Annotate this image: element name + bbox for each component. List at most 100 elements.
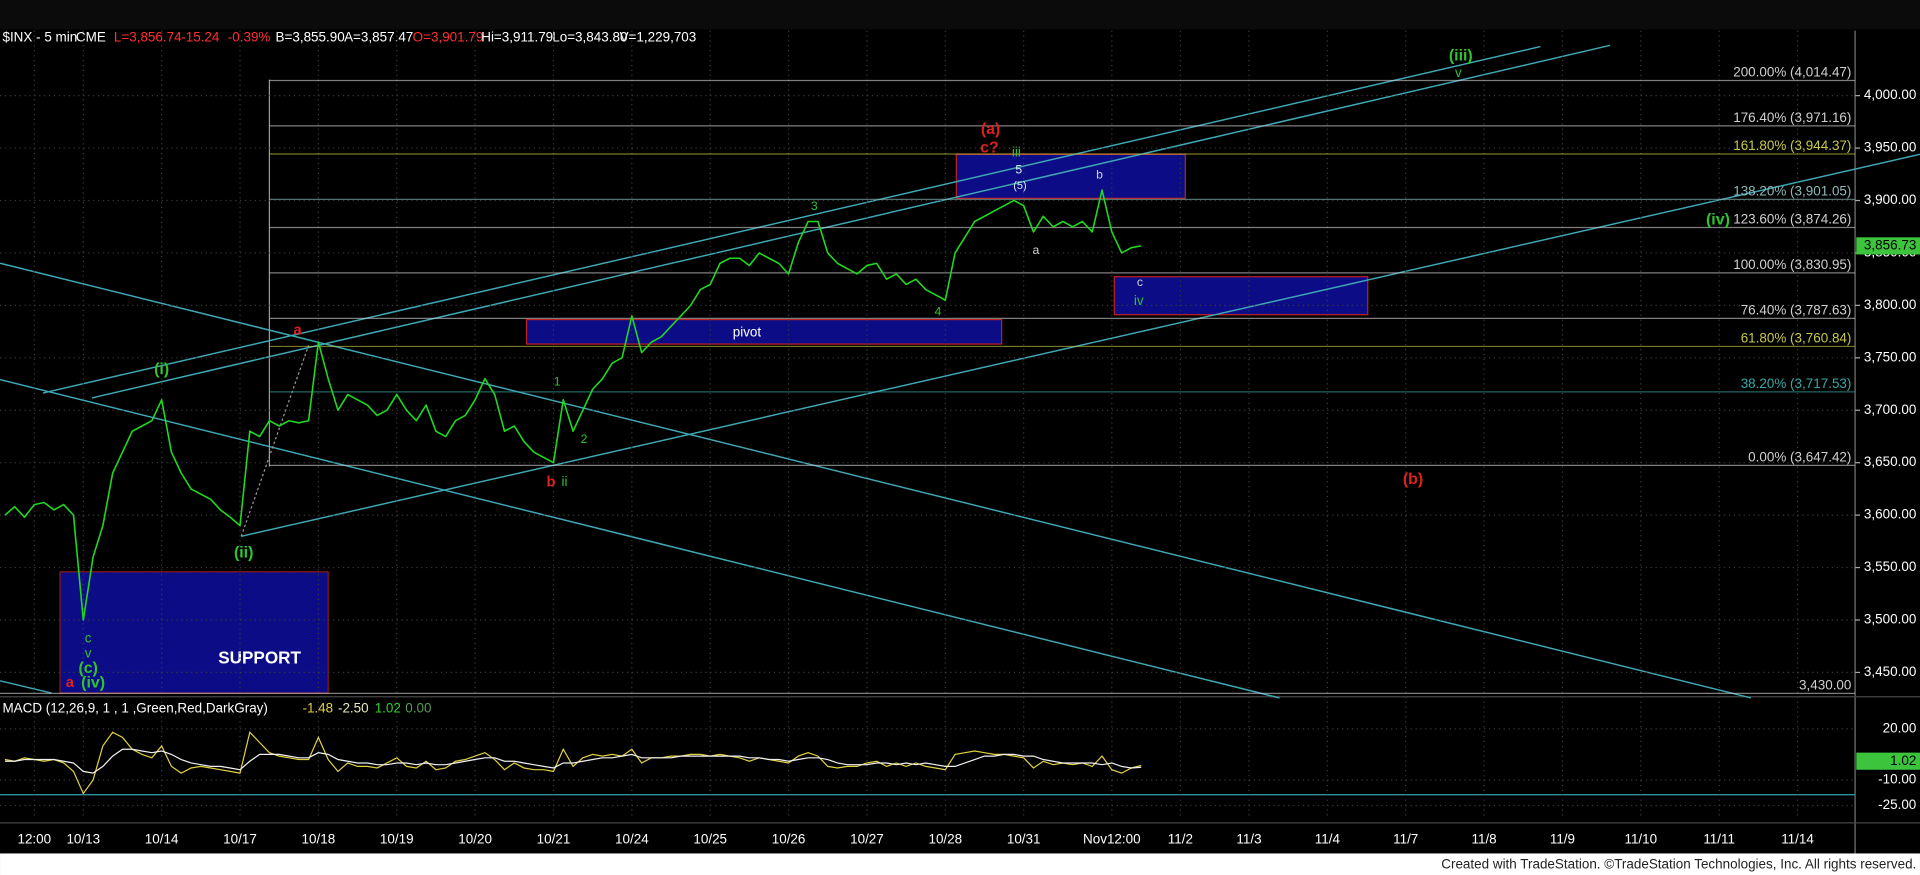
wave-label: b xyxy=(547,474,556,490)
y-tick-label: 3,500.00 xyxy=(1864,612,1916,627)
level-label: 3,430.00 xyxy=(1799,678,1851,693)
level-label: 38.20% (3,717.53) xyxy=(1741,376,1852,391)
wave-label: 4 xyxy=(935,304,942,318)
wave-label: v xyxy=(85,645,92,660)
y-tick-label: 3,650.00 xyxy=(1864,454,1916,469)
wave-label: 3 xyxy=(811,199,818,213)
x-tick-label: 10/28 xyxy=(928,832,962,847)
x-tick-label: 11/2 xyxy=(1168,832,1193,847)
level-label: 76.40% (3,787.63) xyxy=(1741,303,1852,318)
pivot-box xyxy=(525,318,1003,345)
x-tick-label: 10/17 xyxy=(223,832,257,847)
macd-line xyxy=(4,748,1142,774)
x-tick-label: 12:00 xyxy=(17,832,51,847)
trendlines xyxy=(0,44,1920,796)
x-tick-label: 10/25 xyxy=(693,832,727,847)
header-field: Hi=3,911.79 xyxy=(481,30,553,45)
header-field: O=3,901.79 xyxy=(413,30,484,45)
x-tick-label: 10/20 xyxy=(458,832,492,847)
x-tick-label: 10/26 xyxy=(772,832,806,847)
y-tick-label: 3,900.00 xyxy=(1864,192,1916,207)
wave-label: a xyxy=(66,675,75,691)
wave-label: a xyxy=(293,322,302,338)
wave-label: ii xyxy=(562,474,568,489)
wave-label: 5 xyxy=(1015,162,1022,176)
last-value-label: 1.02 xyxy=(1890,753,1916,768)
wave-label: c? xyxy=(980,139,999,156)
level-label: 100.00% (3,830.95) xyxy=(1733,257,1851,272)
header-field: $INX - 5 min xyxy=(2,30,77,45)
wave-label: (iv) xyxy=(81,674,105,691)
header-field: B=3,855.90 xyxy=(276,30,345,45)
wave-label: (c) xyxy=(78,660,97,677)
trendline xyxy=(0,680,52,694)
x-tick-label: 10/31 xyxy=(1007,832,1041,847)
y-tick-label: 3,550.00 xyxy=(1864,559,1916,574)
support-box xyxy=(59,571,329,694)
wave-label: iv xyxy=(1134,293,1144,308)
wave-label: c xyxy=(1137,275,1143,289)
trendline xyxy=(91,44,1611,399)
last-value-box xyxy=(1856,237,1920,255)
x-tick-label: 10/24 xyxy=(615,832,649,847)
macd-header-field: 1.02 xyxy=(375,701,401,716)
box-label: SUPPORT xyxy=(218,647,301,667)
y-tick-label: 3,450.00 xyxy=(1864,664,1916,679)
y-tick-label: 3,800.00 xyxy=(1864,297,1916,312)
trendline xyxy=(0,262,1752,699)
header-field: L=3,856.74 xyxy=(114,30,182,45)
header-field: -0.39% xyxy=(228,30,271,45)
last-value-label: 3,856.73 xyxy=(1864,237,1916,252)
y-tick-label: 4,000.00 xyxy=(1864,87,1916,102)
header-field: A=3,857.47 xyxy=(344,30,413,45)
x-tick-label: 11/4 xyxy=(1315,832,1341,847)
level-label: 176.40% (3,971.16) xyxy=(1733,110,1851,125)
wave-label: (ii) xyxy=(234,545,253,562)
x-tick-label: 11/7 xyxy=(1393,832,1418,847)
wave-label: (i) xyxy=(154,361,169,378)
wave-label: (iii) xyxy=(1449,48,1473,65)
y-tick-label: 3,600.00 xyxy=(1864,507,1916,522)
level-label: 0.00% (3,647.42) xyxy=(1748,450,1851,465)
header-field: V=1,229,703 xyxy=(620,30,697,45)
y-tick-label: 20.00 xyxy=(1883,720,1917,735)
x-tick-label: Nov12:00 xyxy=(1083,832,1141,847)
wave-label: c xyxy=(85,631,92,646)
footer-band xyxy=(0,853,1920,875)
y-tick-label: 3,750.00 xyxy=(1864,349,1916,364)
footer: Created with TradeStation. ©TradeStation… xyxy=(1441,857,1916,872)
y-tick-label: 3,950.00 xyxy=(1864,140,1916,155)
title-strip xyxy=(0,0,1920,30)
y-tick-label: -10.00 xyxy=(1878,772,1916,787)
x-tick-label: 10/21 xyxy=(537,832,571,847)
y-tick-label: -25.00 xyxy=(1878,797,1916,812)
wave-label: b xyxy=(1096,167,1103,181)
macd-header-field: 0.00 xyxy=(405,701,431,716)
x-tick-label: 10/19 xyxy=(380,832,414,847)
wave-label: a xyxy=(1033,243,1040,257)
header-field: -15.24 xyxy=(181,30,220,45)
header-field: CME xyxy=(76,30,106,45)
wave-label: (a) xyxy=(981,121,1000,138)
level-label: 161.80% (3,944.37) xyxy=(1733,138,1851,153)
last-value-box xyxy=(1856,752,1920,770)
trendline xyxy=(0,378,1280,699)
wave-label: v xyxy=(1455,65,1462,80)
macd-line xyxy=(4,730,1142,795)
dotted-connector xyxy=(240,345,310,537)
x-tick-label: 11/9 xyxy=(1550,832,1575,847)
wave-label: (b) xyxy=(1403,471,1423,488)
x-tick-label: 11/10 xyxy=(1624,832,1657,847)
x-tick-label: 10/18 xyxy=(302,832,336,847)
y-tick-label: 3,700.00 xyxy=(1864,402,1916,417)
x-tick-label: 11/3 xyxy=(1236,832,1261,847)
wave-label: (5) xyxy=(1013,180,1026,192)
level-label: 61.80% (3,760.84) xyxy=(1741,331,1852,346)
macd-header-field: -2.50 xyxy=(338,701,369,716)
macd-header-field: -1.48 xyxy=(302,701,333,716)
box-label: pivot xyxy=(733,325,762,340)
level-label: 123.60% (3,874.26) xyxy=(1733,212,1851,227)
